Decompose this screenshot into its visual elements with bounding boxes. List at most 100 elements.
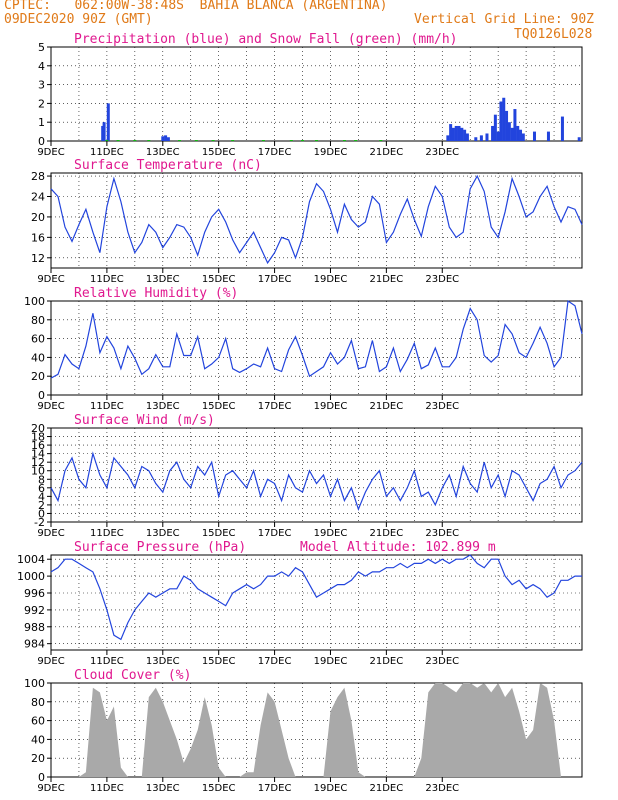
- x-tick-label: 17DEC: [258, 656, 292, 667]
- y-tick-label: 40: [31, 351, 45, 364]
- wind-series-line: [50, 451, 583, 511]
- precipitation-bar: [463, 129, 467, 141]
- y-tick-label: 2: [38, 97, 45, 110]
- snowfall-bar: [194, 140, 198, 142]
- precipitation-bar: [510, 127, 514, 141]
- precipitation-bar: [502, 97, 506, 141]
- x-tick-label: 13DEC: [146, 656, 180, 667]
- x-tick-label: 21DEC: [370, 274, 404, 285]
- y-tick-label: 984: [24, 638, 45, 651]
- precipitation-bar: [519, 129, 523, 141]
- plot-frame: [50, 554, 583, 651]
- run-datetime: 09DEC2020 90Z (GMT): [4, 12, 153, 27]
- snowfall-bar: [133, 140, 137, 142]
- temperature-title: Surface Temperature (nC): [74, 158, 262, 173]
- plot-frame: [50, 46, 583, 142]
- precipitation-bar: [479, 135, 483, 141]
- x-tick-label: 13DEC: [146, 783, 180, 794]
- y-tick-label: 40: [31, 733, 45, 746]
- y-tick-label: 0: [38, 507, 45, 520]
- x-tick-label: 21DEC: [370, 401, 404, 412]
- precipitation-bar: [513, 109, 517, 141]
- x-tick-label: 19DEC: [314, 656, 348, 667]
- grid-line-note: Vertical Grid Line: 90Z: [414, 12, 595, 27]
- x-tick-label: 15DEC: [202, 656, 236, 667]
- x-tick-label: 23DEC: [425, 783, 459, 794]
- x-tick-label: 17DEC: [258, 401, 292, 412]
- y-tick-label: 0: [38, 135, 45, 148]
- y-tick-label: 80: [31, 696, 45, 709]
- y-tick-label: 14: [31, 448, 45, 461]
- y-tick-label: -2: [34, 516, 45, 529]
- x-tick-label: 13DEC: [146, 528, 180, 539]
- station-header: CPTEC: 062:00W-38:48S BAHIA BLANCA (ARGE…: [4, 0, 388, 13]
- precipitation-bar: [546, 131, 550, 141]
- y-tick-label: 1004: [17, 553, 45, 566]
- y-tick-label: 18: [31, 431, 45, 444]
- x-tick-label: 21DEC: [370, 783, 404, 794]
- y-tick-label: 20: [31, 422, 45, 435]
- snowfall-bar: [261, 140, 265, 142]
- x-tick-label: 19DEC: [314, 783, 348, 794]
- snowfall-bar: [211, 140, 215, 142]
- model-altitude-note: Model Altitude: 102.899 m: [300, 540, 496, 555]
- x-tick-label: 9DEC: [37, 274, 64, 285]
- y-tick-label: 6: [38, 482, 45, 495]
- x-tick-label: 9DEC: [37, 656, 64, 667]
- x-tick-label: 9DEC: [37, 401, 64, 412]
- x-tick-label: 11DEC: [90, 783, 124, 794]
- x-tick-label: 11DEC: [90, 274, 124, 285]
- pressure-series-line: [50, 554, 582, 641]
- x-tick-label: 23DEC: [425, 274, 459, 285]
- x-tick-label: 13DEC: [146, 147, 180, 158]
- x-tick-label: 15DEC: [202, 783, 236, 794]
- y-tick-label: 60: [31, 715, 45, 728]
- precipitation-bar: [532, 131, 536, 141]
- x-tick-label: 11DEC: [90, 656, 124, 667]
- x-tick-label: 19DEC: [314, 528, 348, 539]
- x-tick-label: 21DEC: [370, 147, 404, 158]
- precipitation-bar: [164, 135, 168, 141]
- y-tick-label: 80: [31, 314, 45, 327]
- y-tick-label: 1: [38, 116, 45, 129]
- x-tick-label: 23DEC: [425, 147, 459, 158]
- y-tick-label: 12: [31, 252, 45, 265]
- x-tick-label: 9DEC: [37, 783, 64, 794]
- product-code: TQ0126L028: [514, 27, 593, 42]
- x-tick-label: 17DEC: [258, 528, 292, 539]
- precipitation-bar: [516, 125, 520, 141]
- precipitation-title: Precipitation (blue) and Snow Fall (gree…: [74, 32, 458, 47]
- snowfall-bar: [105, 140, 109, 142]
- snowfall-bar: [116, 140, 120, 142]
- x-tick-label: 15DEC: [202, 528, 236, 539]
- x-tick-label: 17DEC: [258, 783, 292, 794]
- snowfall-bar: [379, 140, 383, 142]
- y-tick-label: 5: [38, 41, 45, 54]
- y-tick-label: 20: [31, 211, 45, 224]
- y-tick-label: 10: [31, 465, 45, 478]
- y-tick-label: 4: [38, 490, 45, 503]
- x-tick-label: 17DEC: [258, 147, 292, 158]
- precipitation-bar: [460, 127, 464, 141]
- precipitation-bar: [560, 116, 564, 141]
- snowfall-bar: [315, 140, 318, 142]
- precipitation-bar: [166, 137, 170, 141]
- humidity-title: Relative Humidity (%): [74, 286, 238, 301]
- x-tick-label: 23DEC: [425, 656, 459, 667]
- snowfall-bar: [147, 140, 151, 142]
- x-tick-label: 15DEC: [202, 147, 236, 158]
- snowfall-bar: [342, 140, 346, 142]
- x-tick-label: 11DEC: [90, 147, 124, 158]
- y-tick-label: 988: [24, 621, 45, 634]
- precipitation-bar: [496, 131, 500, 141]
- y-tick-label: 996: [24, 587, 45, 600]
- precipitation-bar: [499, 101, 503, 141]
- y-tick-label: 100: [24, 677, 45, 690]
- y-tick-label: 100: [24, 295, 45, 308]
- precipitation-bar: [505, 110, 509, 141]
- snowfall-bar: [178, 140, 182, 142]
- precipitation-bar: [485, 133, 489, 141]
- y-tick-label: 16: [31, 439, 45, 452]
